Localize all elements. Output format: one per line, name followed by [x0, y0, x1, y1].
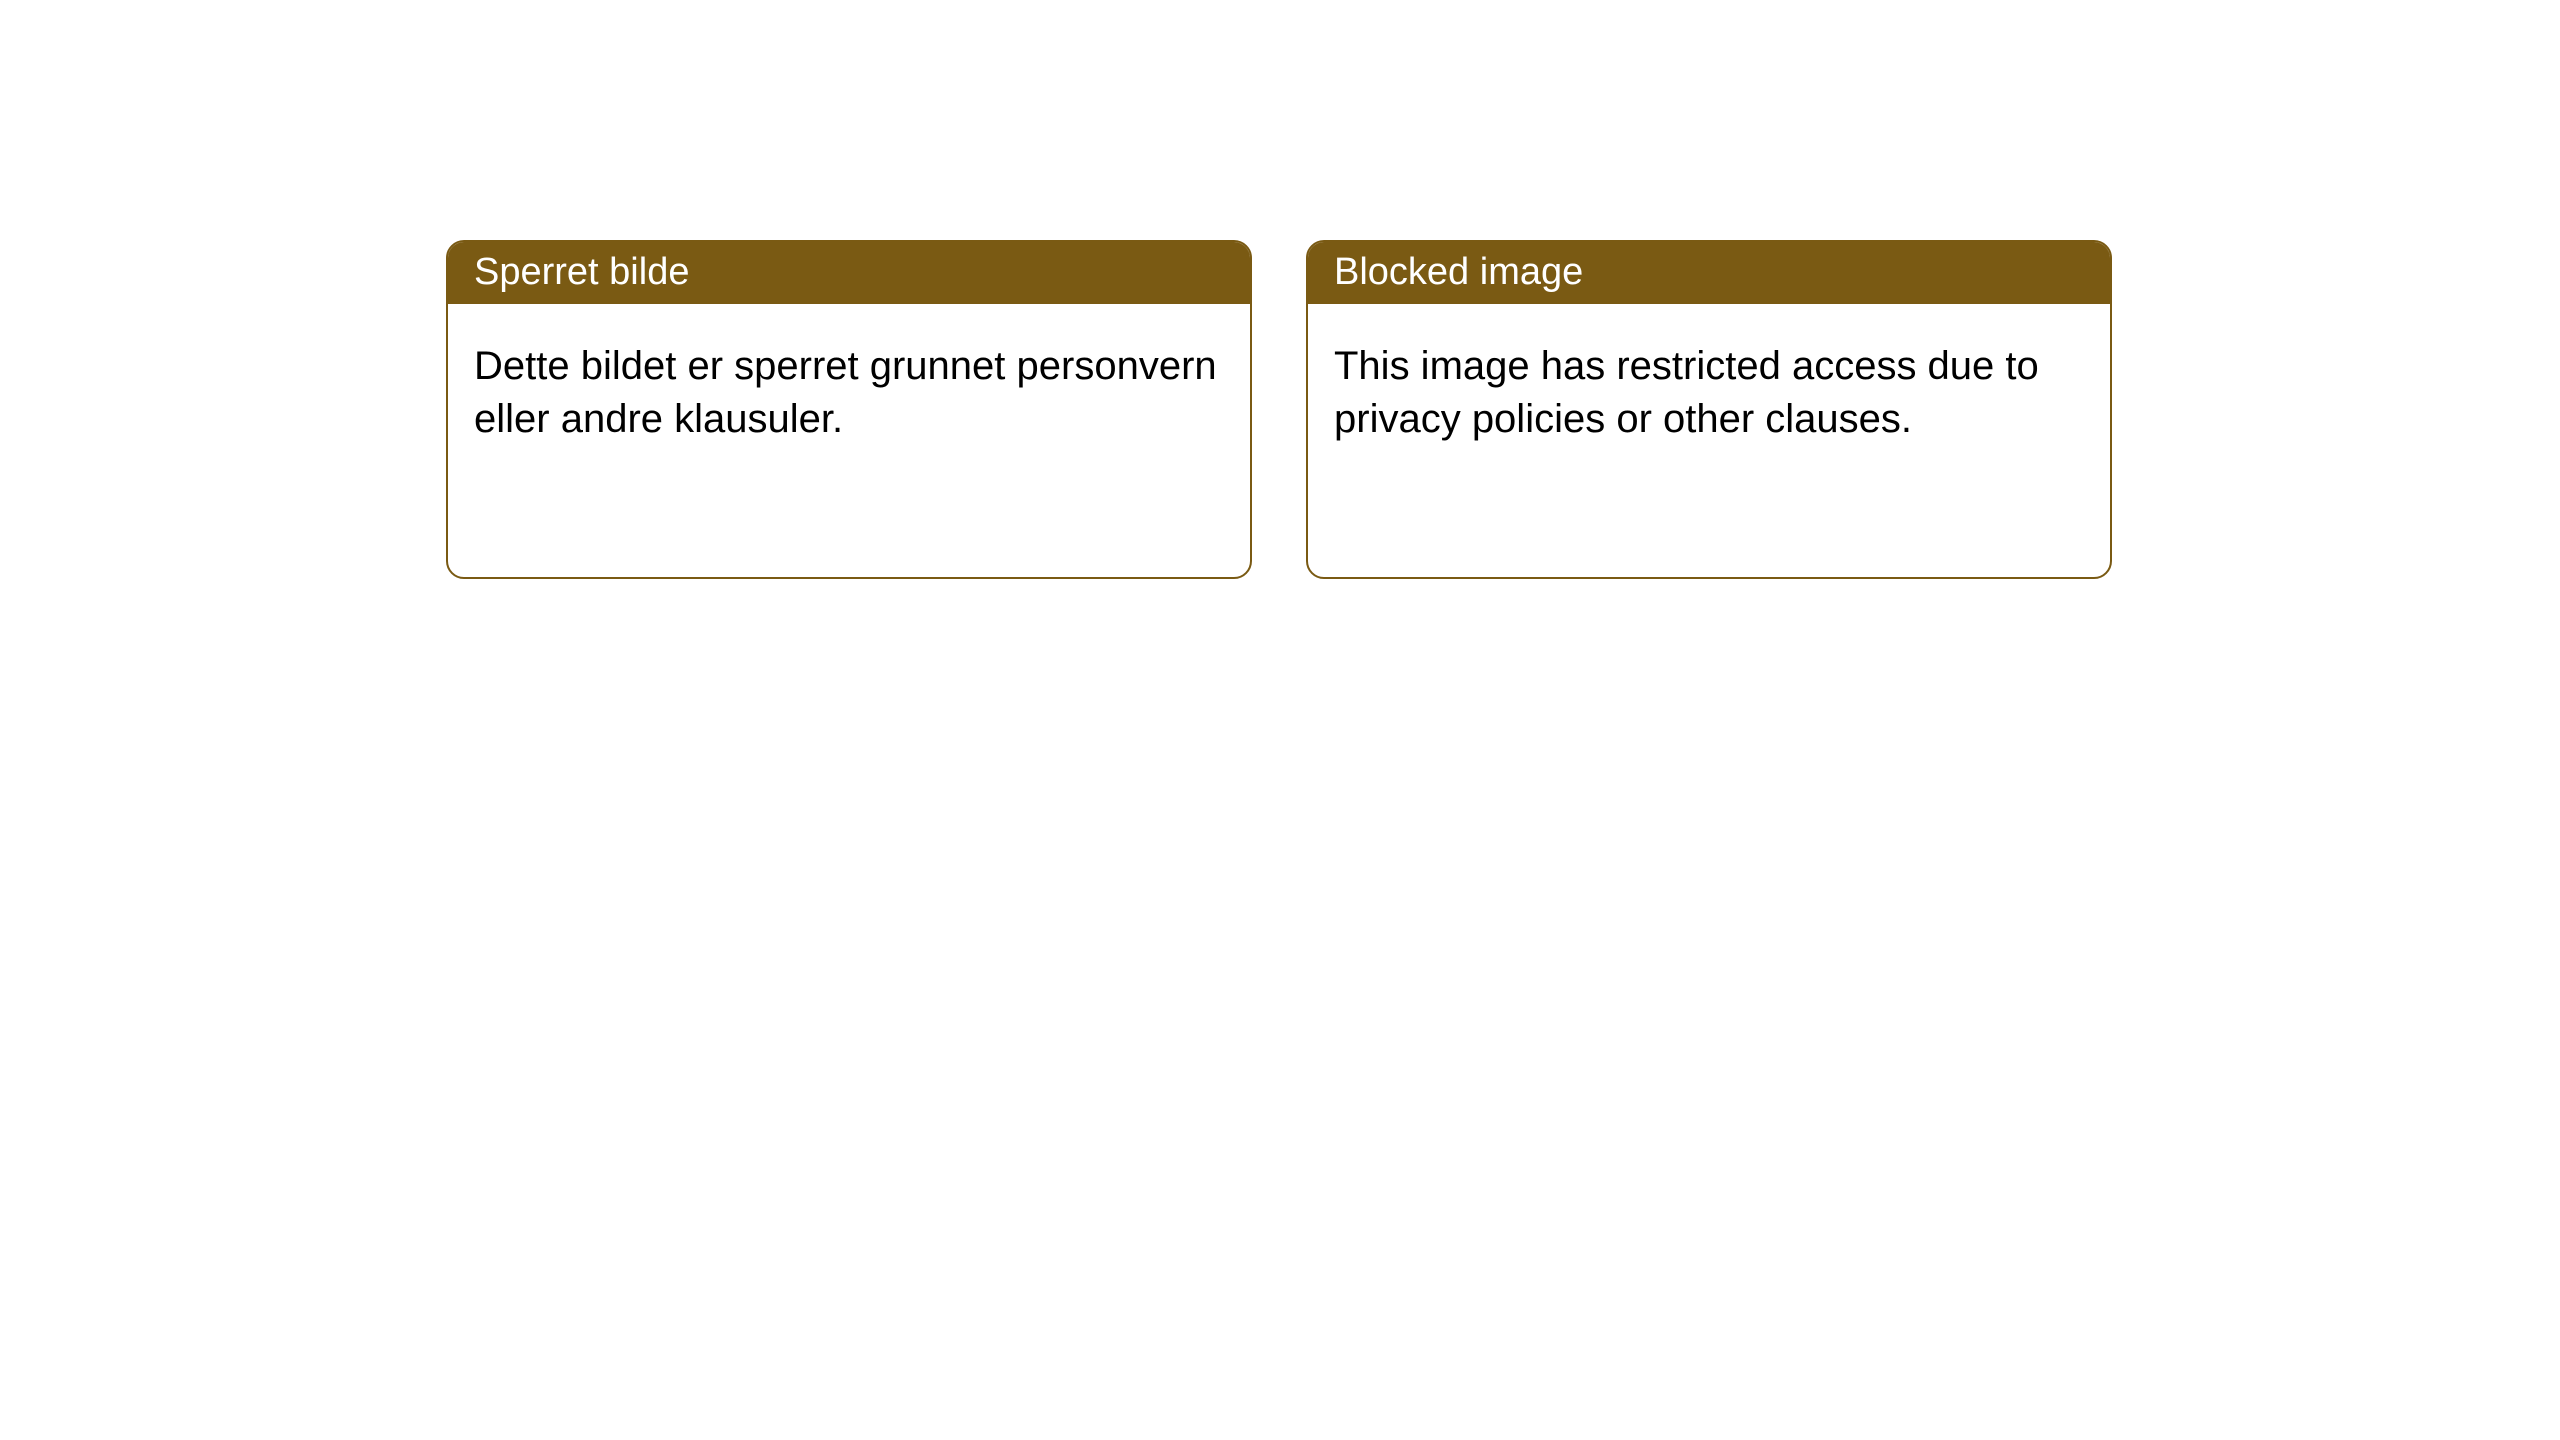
blocked-image-card-en: Blocked image This image has restricted … — [1306, 240, 2112, 579]
card-body: Dette bildet er sperret grunnet personve… — [448, 304, 1250, 472]
card-header: Blocked image — [1308, 242, 2110, 304]
card-body: This image has restricted access due to … — [1308, 304, 2110, 472]
card-title: Sperret bilde — [474, 251, 689, 293]
card-body-text: Dette bildet er sperret grunnet personve… — [474, 344, 1217, 441]
card-header: Sperret bilde — [448, 242, 1250, 304]
notice-container: Sperret bilde Dette bildet er sperret gr… — [0, 0, 2560, 579]
blocked-image-card-no: Sperret bilde Dette bildet er sperret gr… — [446, 240, 1252, 579]
card-body-text: This image has restricted access due to … — [1334, 344, 2039, 441]
card-title: Blocked image — [1334, 251, 1583, 293]
